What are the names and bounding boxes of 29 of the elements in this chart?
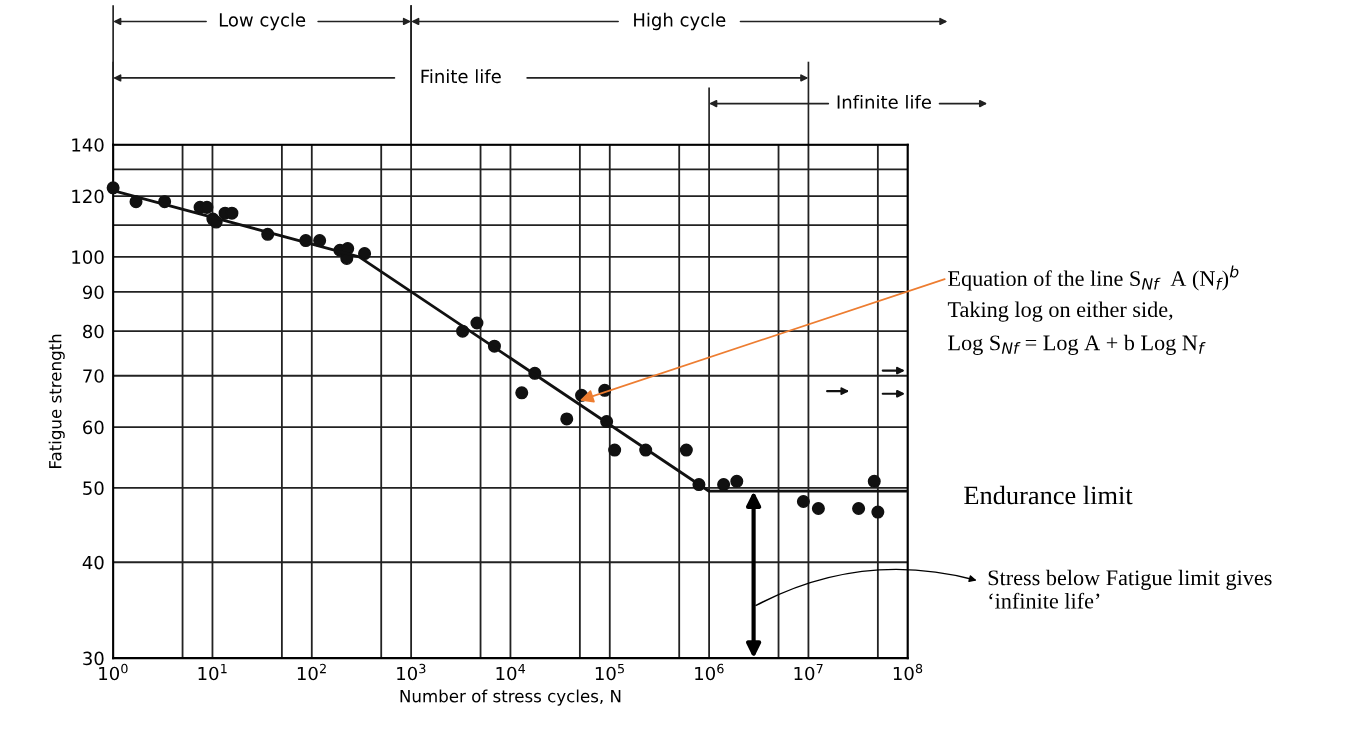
- x-tick-label: 10$^{4}$: [496, 663, 526, 681]
- text: Finite life: [421, 69, 501, 84]
- y-tick-label: 40: [82, 555, 104, 570]
- y-tick-label: 80: [83, 324, 104, 339]
- x-axis-title: Number of stress cycles, N: [400, 689, 621, 706]
- text: Endurance limit: [964, 485, 1133, 505]
- text: Log S$_{Nf}$ = Log A + b Log N$_{f}$: [948, 334, 1206, 355]
- text: Stress below Fatigue limit gives ‘infinite life’: [988, 569, 1272, 609]
- y-axis-title: Fatigue strength: [48, 334, 65, 468]
- x-tick-label: 10$^{6}$: [695, 663, 724, 681]
- text: High cycle: [634, 12, 726, 31]
- y-tick-label: 100: [72, 250, 104, 264]
- annotation: Equation of the line S$_{Nf}$ A (N$_{f}$)$^{b}$: [948, 265, 1239, 291]
- x-tick-label: 10$^{7}$: [794, 663, 823, 681]
- x-tick-label: 10$^{5}$: [595, 663, 624, 681]
- y-tick-label: 140: [72, 138, 104, 152]
- x-tick-label: 10$^{3}$: [397, 663, 426, 681]
- y-tick-label: 60: [83, 420, 104, 435]
- text: Infinite life: [837, 94, 931, 109]
- text: Low cycle: [219, 12, 306, 31]
- y-tick-label: 70: [83, 369, 104, 383]
- x-tick-label: 10$^{1}$: [198, 663, 227, 681]
- x-tick-label: 10$^{8}$: [893, 663, 923, 681]
- x-tick-label: 10$^{2}$: [297, 663, 326, 681]
- y-tick-label: 90: [82, 285, 104, 300]
- y-tick-label: 30: [83, 651, 104, 666]
- text: Taking log on either side,: [947, 301, 1173, 322]
- y-tick-label: 50: [83, 481, 104, 495]
- y-tick-label: 120: [72, 189, 104, 204]
